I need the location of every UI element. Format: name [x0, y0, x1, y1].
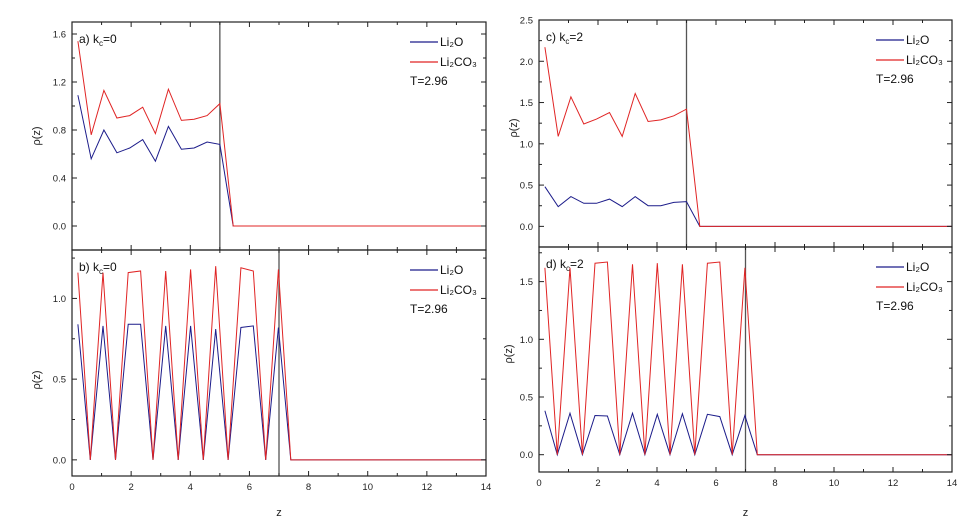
- x-tick-label: 4: [654, 478, 659, 489]
- y-tick-label: 0.5: [520, 393, 533, 404]
- panel-label-suffix: =0: [103, 32, 117, 46]
- panel-label: b) kc=0: [79, 260, 117, 276]
- panel-label: a) kc=0: [79, 32, 117, 48]
- legend-label-Li2CO3: Li₂CO₃: [440, 283, 477, 297]
- y-tick-label: 1.5: [520, 98, 533, 109]
- panel-label-subscript: c: [565, 37, 569, 46]
- x-tick-label: 6: [247, 482, 252, 493]
- legend: Li₂O Li₂CO₃ T=2.96: [876, 260, 943, 313]
- x-tick-label: 2: [128, 482, 133, 493]
- y-tick-label: 2.5: [520, 16, 533, 27]
- y-tick-label: 1.5: [520, 277, 533, 288]
- legend-label-Li2O: Li₂O: [906, 33, 929, 47]
- temperature-annotation: T=2.96: [410, 302, 448, 316]
- y-axis-label: ρ(z): [31, 126, 43, 145]
- x-tick-label: 10: [829, 478, 840, 489]
- panel-label-suffix: =2: [570, 257, 584, 271]
- x-tick-label: 10: [362, 482, 373, 493]
- x-tick-label: 4: [188, 482, 193, 493]
- panel-label-prefix: a) k: [79, 32, 100, 46]
- y-tick-label: 2.0: [520, 57, 533, 68]
- x-tick-label: 12: [422, 482, 433, 493]
- x-tick-label: 8: [306, 482, 311, 493]
- y-axis-label: ρ(z): [503, 344, 515, 363]
- y-tick-label: 1.2: [53, 78, 66, 89]
- panel-label-suffix: =0: [103, 260, 117, 274]
- panel-label-subscript: c: [99, 267, 103, 276]
- x-axis-label: z: [276, 507, 282, 519]
- y-tick-label: 0.4: [53, 174, 66, 185]
- y-tick-label: 1.0: [520, 139, 533, 150]
- y-tick-label: 0.5: [520, 181, 533, 192]
- legend: Li₂O Li₂CO₃ T=2.96: [876, 33, 943, 86]
- series-line-Li2CO3: [77, 266, 486, 461]
- legend-label-Li2O: Li₂O: [906, 260, 929, 274]
- series-line-Li2CO3: [544, 261, 952, 456]
- panel-label-prefix: b) k: [79, 260, 100, 274]
- panel-label: c) kc=2: [546, 30, 583, 46]
- x-tick-label: 0: [536, 478, 541, 489]
- y-axis-label: ρ(z): [31, 370, 43, 389]
- x-tick-label: 14: [947, 478, 958, 489]
- legend-label-Li2O: Li₂O: [440, 35, 463, 49]
- panel-a: 0.0 0.4 0.8 1.2 1.6 ρ(z) a) kc=0 Li₂O Li₂CO₃ T=2.…: [31, 21, 487, 251]
- series-line-Li2O: [544, 186, 952, 227]
- panel-label-suffix: =2: [569, 30, 583, 44]
- legend: Li₂O Li₂CO₃ T=2.96: [410, 263, 477, 316]
- y-tick-label: 0.0: [53, 455, 66, 466]
- temperature-annotation: T=2.96: [876, 72, 914, 86]
- temperature-annotation: T=2.96: [410, 74, 448, 88]
- legend-label-Li2CO3: Li₂CO₃: [440, 55, 477, 69]
- panel-label: d) kc=2: [546, 257, 584, 273]
- panel-c: 0.0 0.5 1.0 1.5 2.0 2.5 ρ(z) c) kc=2 Li₂O Li₂CO₃ T…: [508, 16, 953, 248]
- legend-label-Li2CO3: Li₂CO₃: [906, 280, 943, 294]
- series-line-Li2O: [77, 323, 486, 461]
- x-tick-label: 12: [888, 478, 899, 489]
- y-tick-label: 0.0: [520, 222, 533, 233]
- x-axis-label: z: [743, 507, 749, 519]
- y-tick-label: 0.0: [520, 450, 533, 461]
- x-tick-label: 8: [772, 478, 777, 489]
- x-tick-label: 14: [481, 482, 492, 493]
- series-line-Li2CO3: [77, 41, 486, 227]
- panel-b: 0 2 4 6 8 10 12 14 0.0 0.5 1.0 ρ(z) z b) kc=0 Li₂O Li₂C…: [31, 249, 492, 519]
- y-tick-label: 1.6: [53, 30, 66, 41]
- panel-label-subscript: c: [99, 39, 103, 48]
- legend-label-Li2CO3: Li₂CO₃: [906, 53, 943, 67]
- temperature-annotation: T=2.96: [876, 299, 914, 313]
- x-tick-label: 6: [713, 478, 718, 489]
- y-axis-label: ρ(z): [508, 118, 520, 137]
- y-tick-label: 0.8: [53, 126, 66, 137]
- y-tick-label: 1.0: [520, 335, 533, 346]
- y-tick-label: 1.0: [53, 294, 66, 305]
- plot-frame: [538, 19, 953, 248]
- legend-label-Li2O: Li₂O: [440, 263, 463, 277]
- y-tick-label: 0.0: [53, 222, 66, 233]
- panel-label-prefix: c) k: [546, 30, 566, 44]
- panel-label-prefix: d) k: [546, 257, 567, 271]
- series-line-Li2O: [544, 410, 952, 457]
- x-tick-label: 0: [69, 482, 74, 493]
- series-line-Li2O: [77, 95, 486, 227]
- legend: Li₂O Li₂CO₃ T=2.96: [410, 35, 477, 88]
- x-tick-label: 2: [595, 478, 600, 489]
- series-line-Li2CO3: [544, 47, 952, 227]
- y-tick-label: 0.5: [53, 375, 66, 386]
- panel-d: 0 2 4 6 8 10 12 140.00.51.01.5ρ(z)zd) kc=2 Li₂OL…: [503, 246, 958, 519]
- panel-label-subscript: c: [566, 264, 570, 273]
- plot-frame: [71, 21, 487, 251]
